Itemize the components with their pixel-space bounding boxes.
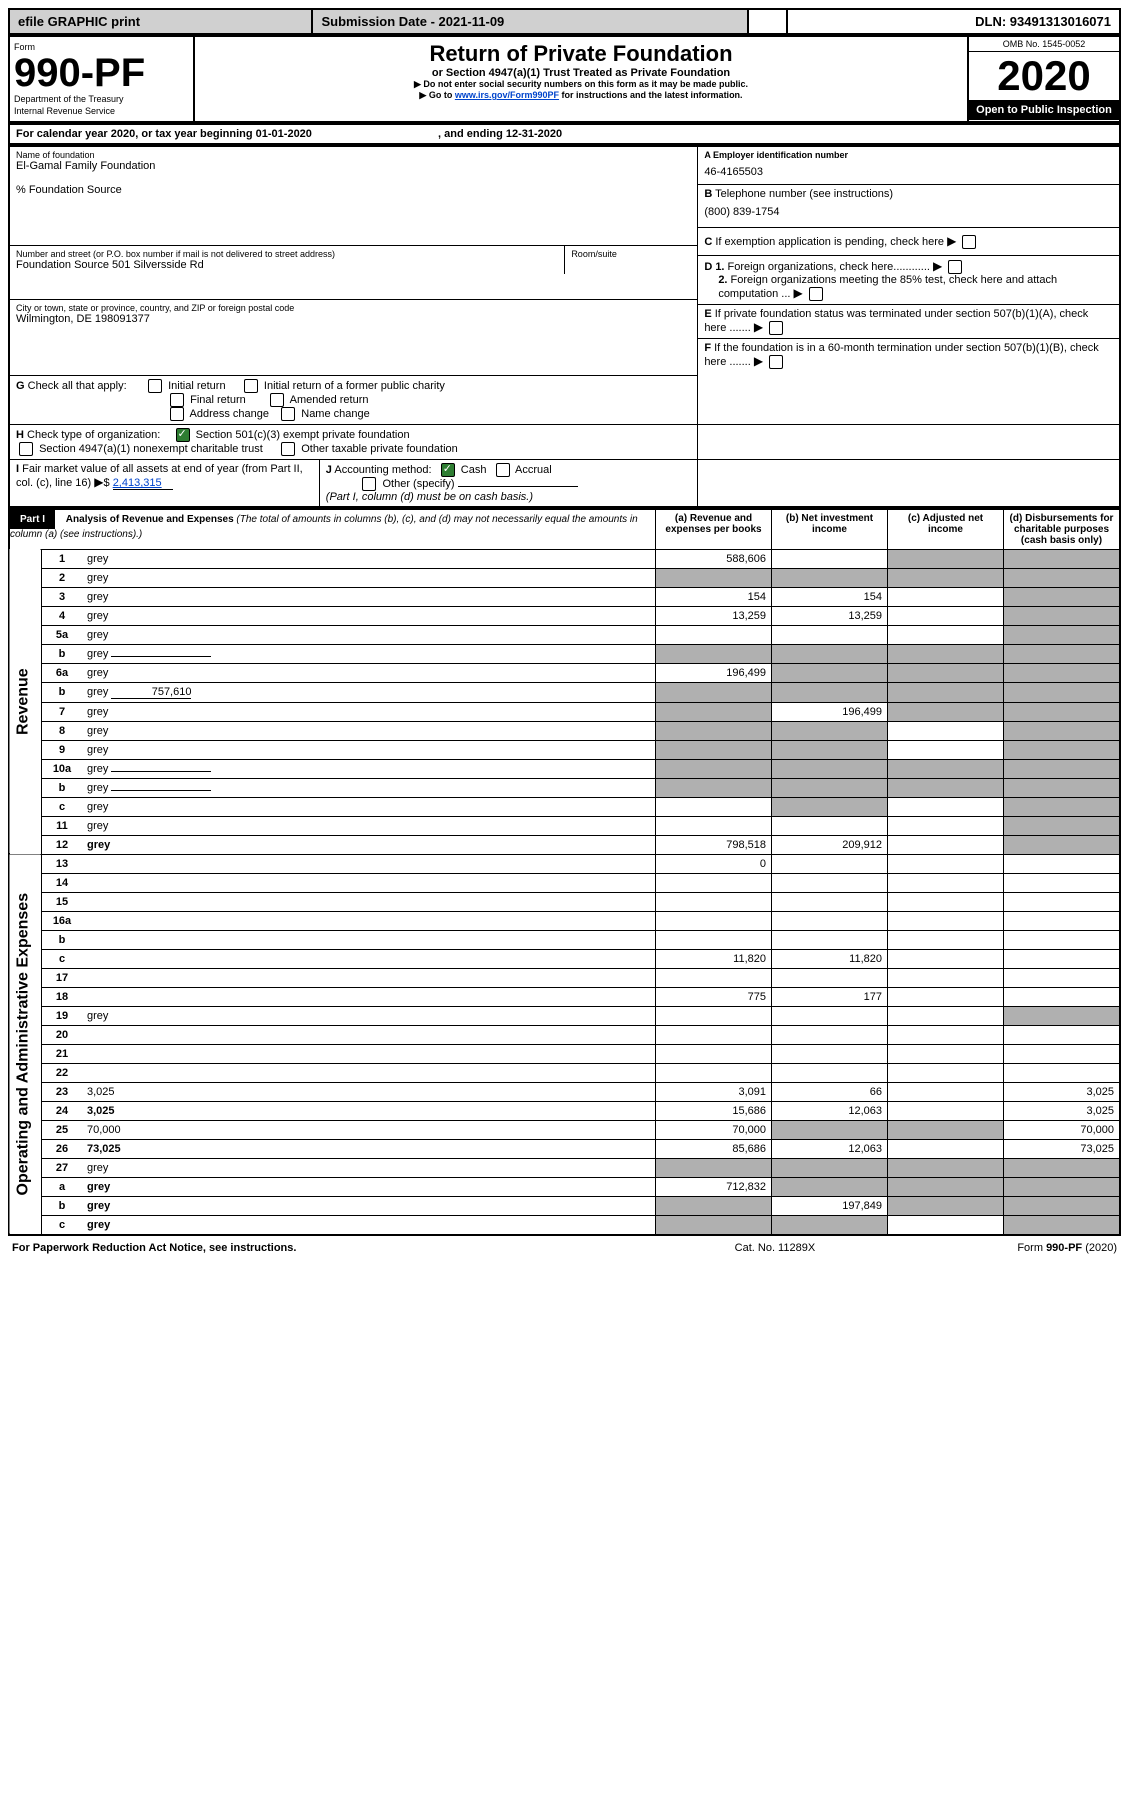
row-20: 20 bbox=[9, 1025, 1120, 1044]
row-21: 21 bbox=[9, 1044, 1120, 1063]
form-title: Return of Private Foundation bbox=[199, 41, 963, 67]
row-15: 15 bbox=[9, 892, 1120, 911]
footer-left: For Paperwork Reduction Act Notice, see … bbox=[8, 1240, 674, 1256]
dln: DLN: 93491313016071 bbox=[787, 9, 1120, 34]
j-accrual[interactable] bbox=[496, 463, 510, 477]
row-6a: 6agrey196,499 bbox=[9, 663, 1120, 682]
telephone: (800) 839-1754 bbox=[704, 200, 1113, 224]
g-final[interactable] bbox=[170, 393, 184, 407]
g-address[interactable] bbox=[170, 407, 184, 421]
row-1: Revenue1grey588,606 bbox=[9, 549, 1120, 568]
f-checkbox[interactable] bbox=[769, 355, 783, 369]
row-24: 243,02515,68612,0633,025 bbox=[9, 1101, 1120, 1120]
submission-date: Submission Date - 2021-11-09 bbox=[312, 9, 747, 34]
part1-label: Part I bbox=[10, 510, 55, 529]
row-2: 2grey bbox=[9, 568, 1120, 587]
row-7: 7grey196,499 bbox=[9, 702, 1120, 721]
form990pf-link[interactable]: www.irs.gov/Form990PF bbox=[455, 90, 559, 100]
col-a: (a) Revenue and expenses per books bbox=[656, 509, 772, 550]
row-23: 233,0253,091663,025 bbox=[9, 1082, 1120, 1101]
row-3: 3grey154154 bbox=[9, 587, 1120, 606]
row-4: 4grey13,25913,259 bbox=[9, 606, 1120, 625]
row-22: 22 bbox=[9, 1063, 1120, 1082]
info-block: Name of foundation El-Gamal Family Found… bbox=[8, 145, 1121, 508]
row-b: bgrey197,849 bbox=[9, 1196, 1120, 1215]
d2-checkbox[interactable] bbox=[809, 287, 823, 301]
form-header: Form 990-PF Department of the Treasury I… bbox=[8, 35, 1121, 123]
part1-table: Part I Analysis of Revenue and Expenses … bbox=[8, 508, 1121, 1236]
name-label: Name of foundation bbox=[16, 150, 691, 160]
col-d: (d) Disbursements for charitable purpose… bbox=[1004, 509, 1121, 550]
c-text: If exemption application is pending, che… bbox=[712, 236, 944, 248]
fmv-link[interactable]: 2,413,315 bbox=[113, 477, 173, 490]
row-10a: 10agrey bbox=[9, 759, 1120, 778]
row-b: bgrey bbox=[9, 644, 1120, 663]
irs: Internal Revenue Service bbox=[14, 106, 115, 116]
row-8: 8grey bbox=[9, 721, 1120, 740]
open-to-public: Open to Public Inspection bbox=[969, 100, 1119, 120]
omb: OMB No. 1545-0052 bbox=[969, 37, 1119, 52]
row-27: 27grey bbox=[9, 1158, 1120, 1177]
col-b: (b) Net investment income bbox=[772, 509, 888, 550]
footer-mid: Cat. No. 11289X bbox=[674, 1240, 876, 1256]
room-label: Room/suite bbox=[571, 249, 691, 259]
row-12: 12grey798,518209,912 bbox=[9, 835, 1120, 854]
row-9: 9grey bbox=[9, 740, 1120, 759]
j-other[interactable] bbox=[362, 477, 376, 491]
form-number: 990-PF bbox=[14, 51, 145, 95]
e-checkbox[interactable] bbox=[769, 321, 783, 335]
row-b: bgrey 757,610 bbox=[9, 682, 1120, 702]
expenses-label: Operating and Administrative Expenses bbox=[9, 854, 42, 1235]
tel-label: Telephone number (see instructions) bbox=[712, 188, 893, 200]
note-link: ▶ Go to www.irs.gov/Form990PF for instru… bbox=[199, 90, 963, 101]
tax-year: 2020 bbox=[969, 52, 1119, 100]
dept: Department of the Treasury bbox=[14, 94, 124, 104]
top-bar: efile GRAPHIC print Submission Date - 20… bbox=[8, 8, 1121, 35]
row-a: agrey712,832 bbox=[9, 1177, 1120, 1196]
city: Wilmington, DE 198091377 bbox=[16, 313, 691, 325]
row-19: 19grey bbox=[9, 1006, 1120, 1025]
d1-checkbox[interactable] bbox=[948, 260, 962, 274]
g-amended[interactable] bbox=[270, 393, 284, 407]
g-initial[interactable] bbox=[148, 379, 162, 393]
row-11: 11grey bbox=[9, 816, 1120, 835]
row-26: 2673,02585,68612,06373,025 bbox=[9, 1139, 1120, 1158]
row-18: 18775177 bbox=[9, 987, 1120, 1006]
row-13: Operating and Administrative Expenses130 bbox=[9, 854, 1120, 873]
revenue-label: Revenue bbox=[9, 549, 42, 854]
row-14: 14 bbox=[9, 873, 1120, 892]
page-footer: For Paperwork Reduction Act Notice, see … bbox=[8, 1240, 1121, 1256]
g-name[interactable] bbox=[281, 407, 295, 421]
h-501c3[interactable] bbox=[176, 428, 190, 442]
ein-label: A Employer identification number bbox=[704, 150, 1113, 160]
col-c: (c) Adjusted net income bbox=[888, 509, 1004, 550]
note-ssn: ▶ Do not enter social security numbers o… bbox=[199, 79, 963, 90]
form-subtitle: or Section 4947(a)(1) Trust Treated as P… bbox=[199, 67, 963, 79]
c-checkbox bbox=[962, 235, 976, 249]
ein: 46-4165503 bbox=[704, 160, 1113, 184]
row-b: bgrey bbox=[9, 778, 1120, 797]
h-4947[interactable] bbox=[19, 442, 33, 456]
address: Foundation Source 501 Silversside Rd bbox=[16, 259, 558, 271]
row-16a: 16a bbox=[9, 911, 1120, 930]
j-cash[interactable] bbox=[441, 463, 455, 477]
row-17: 17 bbox=[9, 968, 1120, 987]
row-25: 2570,00070,00070,000 bbox=[9, 1120, 1120, 1139]
row-c: cgrey bbox=[9, 1215, 1120, 1235]
row-c: cgrey bbox=[9, 797, 1120, 816]
h-other[interactable] bbox=[281, 442, 295, 456]
row-5a: 5agrey bbox=[9, 625, 1120, 644]
care-of: % Foundation Source bbox=[16, 184, 691, 196]
efile-btn[interactable]: efile GRAPHIC print bbox=[9, 9, 312, 34]
g-initial-former[interactable] bbox=[244, 379, 258, 393]
row-b: b bbox=[9, 930, 1120, 949]
foundation-name: El-Gamal Family Foundation bbox=[16, 160, 691, 172]
row-c: c11,82011,820 bbox=[9, 949, 1120, 968]
period-row: For calendar year 2020, or tax year begi… bbox=[8, 123, 1121, 145]
